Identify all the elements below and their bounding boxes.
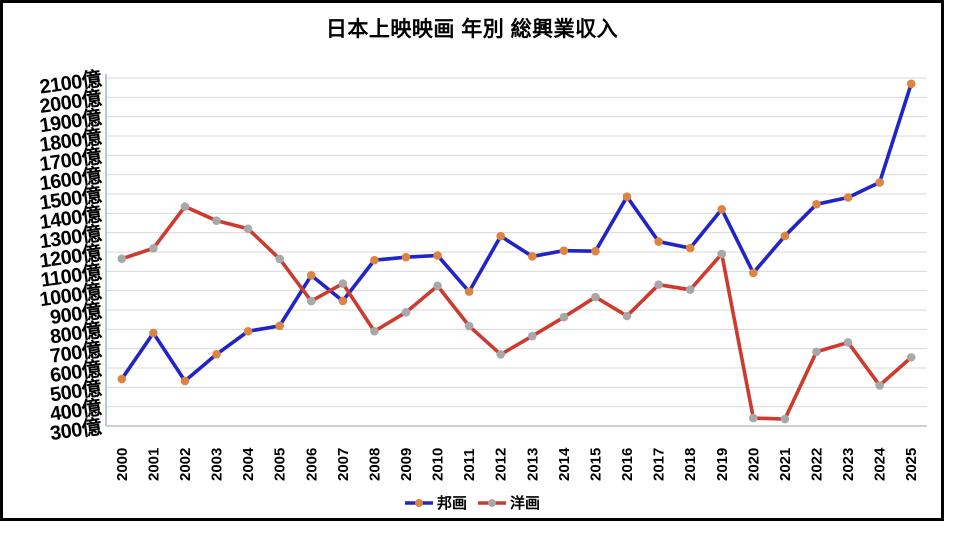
data-point-marker [464,287,474,296]
data-point-marker [433,281,442,291]
legend-label: 洋画 [510,495,541,512]
x-tick-label: 2008 [366,448,383,481]
data-point-marker [654,280,663,289]
x-tick-label: 2013 [524,448,541,481]
x-tick-label: 2023 [840,448,857,481]
data-point-marker [843,338,853,347]
legend-swatch-dot [414,498,423,507]
data-point-marker [464,321,474,331]
data-point-marker [149,244,158,253]
data-point-marker [843,193,853,202]
data-point-marker [243,326,253,336]
data-point-marker [370,255,379,265]
data-point-marker [306,296,316,306]
data-point-marker [685,243,695,253]
data-point-marker [685,285,695,295]
data-point-marker [654,237,663,246]
data-point-marker [559,246,569,255]
x-tick-label: 2020 [745,448,762,481]
data-point-marker [180,202,190,211]
x-tick-label: 2025 [903,448,920,481]
data-point-marker [212,349,221,359]
data-point-marker [906,79,916,89]
x-tick-label: 2004 [240,447,257,481]
x-tick-label: 2009 [398,448,415,481]
legend: 邦画 洋画 [0,492,944,513]
data-point-marker [212,216,221,225]
legend-item-1: 洋画 [477,492,540,513]
x-tick-label: 2022 [808,448,825,481]
data-point-marker [117,374,127,384]
x-tick-label: 2024 [872,447,889,481]
data-point-marker [591,246,600,256]
chart-frame [0,0,944,521]
x-tick-label: 2000 [114,448,131,481]
data-point-marker [591,292,600,302]
x-tick-label: 2006 [303,448,320,481]
data-point-marker [749,413,758,423]
legend-item-0: 邦画 [404,492,467,513]
x-tick-label: 2011 [461,448,478,481]
data-point-marker [780,231,790,241]
data-point-marker [559,312,569,322]
x-tick-label: 2007 [335,448,352,481]
legend-swatch-icon [478,498,506,507]
chart-title: 日本上映映画 年別 総興業収入 [325,18,619,41]
x-tick-label: 2014 [556,447,573,481]
data-point-marker [622,311,632,321]
data-point-marker [496,231,506,241]
x-tick-label: 2002 [177,448,194,481]
x-tick-label: 2017 [651,448,668,481]
x-tick-label: 2001 [145,448,162,481]
series-line-1 [119,204,914,421]
data-point-marker [401,308,411,317]
x-tick-label: 2010 [430,448,447,481]
data-point-marker [180,376,190,386]
data-point-marker [243,224,253,234]
data-point-marker [338,279,348,288]
x-tick-label: 2018 [682,448,699,481]
data-point-marker [875,178,884,187]
data-point-marker [275,321,284,331]
x-tick-label: 2005 [272,448,289,481]
x-tick-label: 2015 [587,448,604,481]
data-point-marker [906,353,916,362]
data-point-marker [875,381,884,390]
data-point-marker [749,268,758,278]
x-tick-label: 2019 [714,448,731,481]
data-point-marker [275,254,284,264]
data-point-marker [117,254,127,264]
data-point-marker [812,199,821,209]
data-point-marker [527,252,537,261]
data-point-marker [622,192,632,202]
data-point-marker [496,350,506,359]
legend-swatch-icon [404,498,433,507]
series-line-0 [119,82,914,383]
legend-swatch-dot [488,498,496,507]
data-point-marker [433,251,442,260]
data-point-marker [149,328,158,338]
data-point-marker [717,249,727,259]
data-point-marker [401,252,411,262]
x-tick-label: 2021 [777,448,794,481]
legend-label: 邦画 [436,495,467,512]
x-tick-label: 2016 [619,448,636,481]
x-tick-label: 2003 [209,448,226,481]
data-point-marker [370,326,379,336]
data-point-marker [527,331,537,341]
x-tick-label: 2012 [493,448,510,481]
data-point-marker [338,296,348,306]
data-point-marker [812,347,821,357]
data-point-marker [780,414,790,424]
data-point-marker [717,204,727,214]
data-point-marker [306,271,316,280]
